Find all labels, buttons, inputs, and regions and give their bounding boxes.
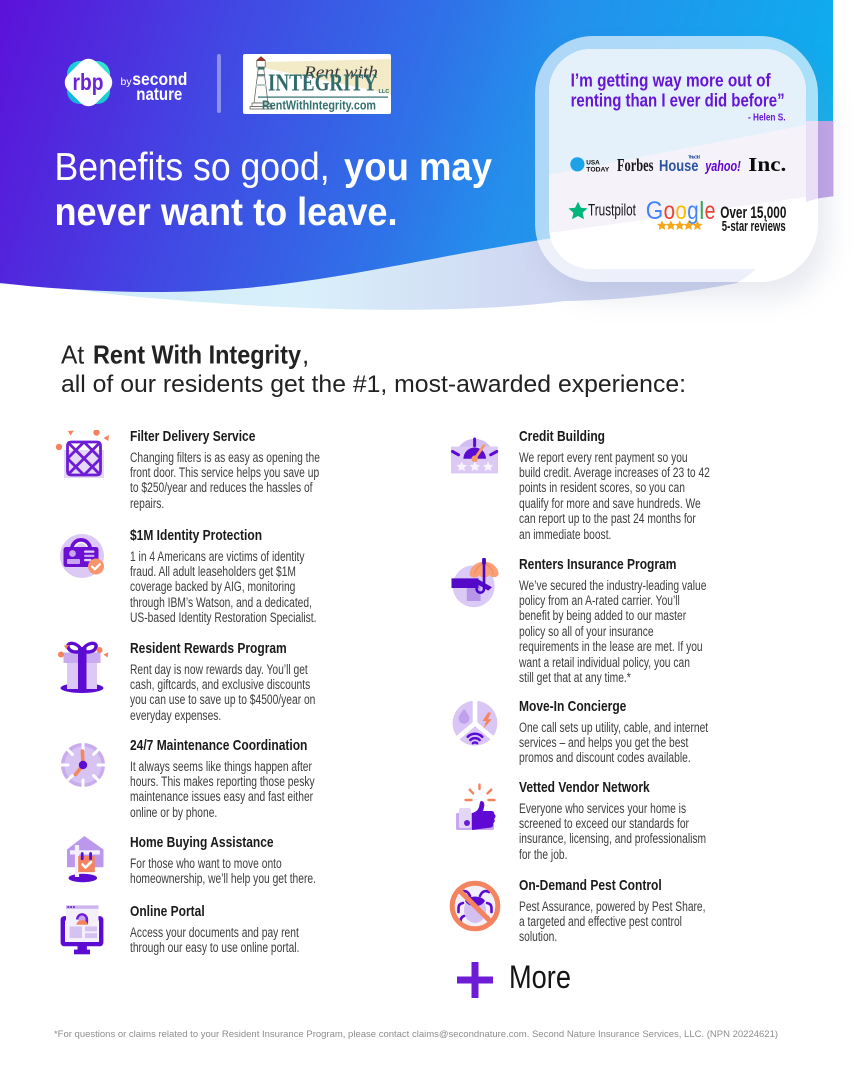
svg-text:This Old: This Old — [688, 155, 700, 160]
svg-text:G: G — [646, 197, 664, 225]
svg-text:5-star reviews: 5-star reviews — [722, 219, 786, 235]
svg-text:I’m getting way more out of: I’m getting way more out of — [571, 70, 772, 90]
svg-text:nature: nature — [136, 84, 182, 104]
svg-text:LLC: LLC — [379, 89, 390, 95]
svg-text:all of our residents get the #: all of our residents get the #1, most-aw… — [61, 371, 686, 398]
svg-text:o: o — [675, 197, 686, 225]
svg-text:TODAY: TODAY — [586, 166, 609, 173]
svg-text:second: second — [132, 69, 187, 89]
svg-text:never want to leave.: never want to leave. — [55, 191, 398, 234]
svg-text:Benefits so good, you may: Benefits so good, you may — [55, 146, 493, 189]
svg-text:USA: USA — [586, 160, 600, 167]
svg-text:l: l — [699, 197, 704, 225]
svg-text:At Rent With Integrity,: At Rent With Integrity, — [61, 340, 309, 370]
svg-text:g: g — [687, 197, 698, 225]
svg-text:Trustpilot: Trustpilot — [588, 201, 636, 220]
svg-text:- Helen S.: - Helen S. — [748, 112, 786, 124]
svg-text:INTEGRITY: INTEGRITY — [268, 70, 377, 96]
svg-text:Inc.: Inc. — [748, 155, 786, 176]
svg-text:e: e — [705, 197, 716, 225]
svg-text:rbp: rbp — [73, 69, 104, 95]
svg-text:Forbes: Forbes — [617, 155, 654, 175]
svg-text:Over 15,000: Over 15,000 — [720, 203, 786, 222]
svg-text:yahoo!: yahoo! — [705, 159, 741, 175]
svg-text:o: o — [664, 197, 675, 225]
svg-text:House: House — [659, 158, 699, 175]
svg-text:Rent with: Rent with — [303, 62, 378, 81]
svg-text:renting than I ever did before: renting than I ever did before” — [571, 91, 785, 111]
svg-text:by: by — [121, 76, 133, 88]
svg-text:RentWithIntegrity.com: RentWithIntegrity.com — [262, 99, 376, 113]
